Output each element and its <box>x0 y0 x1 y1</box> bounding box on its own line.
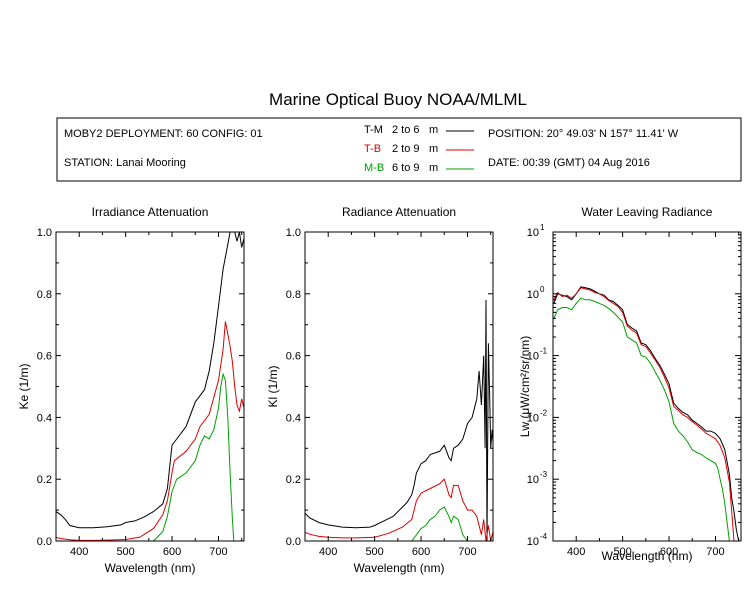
y-tick-label: 1.0 <box>37 227 52 239</box>
legend-entry-m-b: M-B 6 to 9 m <box>364 162 474 174</box>
x-axis-label: Wavelength (nm) <box>105 561 196 575</box>
legend-code: M-B <box>364 162 384 174</box>
series-line-m-b <box>305 506 493 541</box>
y-tick-label: 10 <box>527 536 539 548</box>
series-line-m-b <box>56 372 235 541</box>
chart-1: Irradiance Attenuation 400 500 600 700 0.0 0.2… <box>17 205 245 575</box>
legend-range: 2 to 9 <box>392 143 420 155</box>
info-panel: MOBY2 DEPLOYMENT: 60 CONFIG: 01 STATION:… <box>56 117 742 182</box>
y-tick-label: 0.0 <box>286 536 301 548</box>
position-text: POSITION: 20° 49.03' N 157° 11.41' W <box>488 128 679 140</box>
y-tick-label: 0.8 <box>286 289 301 301</box>
y-tick-label: 10 <box>527 351 539 363</box>
y-tick-label: 0.8 <box>37 289 52 301</box>
y-tick-label: 0.4 <box>37 412 52 424</box>
chart-title: Irradiance Attenuation <box>92 205 209 219</box>
y-tick-label: 0.0 <box>37 536 52 548</box>
y-tick-exponent: -3 <box>540 470 548 479</box>
deployment-text: MOBY2 DEPLOYMENT: 60 CONFIG: 01 <box>64 128 263 140</box>
y-tick-label: 0.4 <box>286 412 301 424</box>
series-line-t-m <box>553 286 740 541</box>
chart-title: Radiance Attenuation <box>342 205 456 219</box>
y-axis-label: Kl (1/m) <box>266 365 280 407</box>
main-title: Marine Optical Buoy NOAA/MLML <box>269 90 527 109</box>
charts: Irradiance Attenuation 400 500 600 700 0.0 0.2… <box>17 205 742 575</box>
plot-frame <box>304 231 494 542</box>
series-line-t-b <box>56 321 244 541</box>
y-tick-label: 0.6 <box>37 351 52 363</box>
x-axis-label: Wavelength (nm) <box>602 549 693 563</box>
series-line-t-m <box>305 299 493 541</box>
y-tick-label: 10 <box>527 474 539 486</box>
y-tick-label: 10 <box>527 227 539 239</box>
y-tick-exponent: -4 <box>540 532 548 541</box>
x-tick-label: 600 <box>163 546 181 558</box>
info-box <box>56 117 742 182</box>
y-tick-label: 1.0 <box>286 227 301 239</box>
legend-unit: m <box>429 143 438 155</box>
x-tick-label: 700 <box>706 546 724 558</box>
series-line-m-b <box>553 297 730 541</box>
y-tick-label: 0.6 <box>286 351 301 363</box>
x-axis-label: Wavelength (nm) <box>354 561 445 575</box>
x-tick-label: 600 <box>660 546 678 558</box>
legend-entry-t-b: T-B 2 to 9 m <box>364 143 474 155</box>
y-tick-label: 10 <box>527 412 539 424</box>
y-tick-exponent: 1 <box>540 223 545 232</box>
date-text: DATE: 00:39 (GMT) 04 Aug 2016 <box>488 157 650 169</box>
plot-frame <box>552 231 742 542</box>
x-tick-label: 700 <box>209 546 227 558</box>
chart-2: Radiance Attenuation 400 500 600 700 0.0 0.2 0.… <box>266 205 494 575</box>
series-line-t-b <box>553 287 735 541</box>
x-tick-label: 700 <box>458 546 476 558</box>
legend-range: 2 to 6 <box>392 124 420 136</box>
legend-code: T-B <box>364 143 381 155</box>
series-line-t-b <box>305 478 493 541</box>
series-line-t-m <box>56 232 244 529</box>
y-tick-exponent: -2 <box>540 408 548 417</box>
plot-frame <box>55 231 245 542</box>
x-tick-label: 500 <box>365 546 383 558</box>
x-tick-label: 500 <box>116 546 134 558</box>
legend-unit: m <box>429 124 438 136</box>
y-tick-label: 0.2 <box>37 474 52 486</box>
legend: T-M 2 to 6 m T-B 2 to 9 m M-B 6 to 9 m <box>364 124 474 174</box>
x-tick-label: 400 <box>567 546 585 558</box>
legend-range: 6 to 9 <box>392 162 420 174</box>
legend-code: T-M <box>364 124 383 136</box>
y-axis-label: Ke (1/m) <box>17 363 31 409</box>
y-tick-exponent: 0 <box>540 285 545 294</box>
x-tick-label: 600 <box>412 546 430 558</box>
y-tick-label: 10 <box>527 289 539 301</box>
y-tick-exponent: -1 <box>540 347 548 356</box>
y-tick-label: 0.2 <box>286 474 301 486</box>
station-text: STATION: Lanai Mooring <box>64 157 186 169</box>
y-axis-label: Lw (μW/cm²/sr/nm) <box>518 336 532 438</box>
legend-entry-t-m: T-M 2 to 6 m <box>364 124 474 136</box>
chart-title: Water Leaving Radiance <box>582 205 713 219</box>
x-tick-label: 400 <box>319 546 337 558</box>
x-tick-label: 500 <box>613 546 631 558</box>
x-tick-label: 400 <box>70 546 88 558</box>
legend-unit: m <box>429 162 438 174</box>
